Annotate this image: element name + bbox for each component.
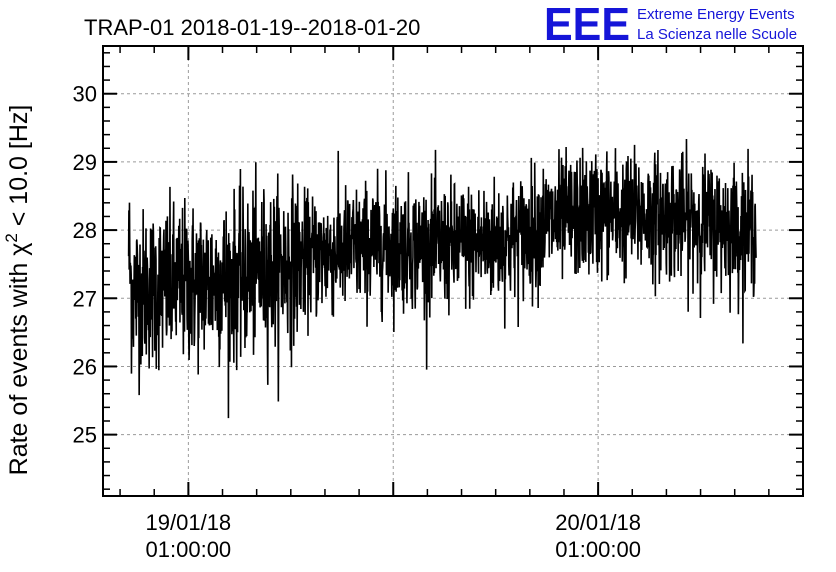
y-label-chi: χ (5, 243, 33, 256)
data-series (127, 139, 757, 419)
y-tick-label: 29 (73, 150, 97, 175)
y-label-sup: 2 (2, 233, 21, 242)
x-tick-label-date: 19/01/18 (146, 510, 232, 535)
logo-line1: Extreme Energy Events (637, 6, 795, 23)
y-axis: 25 26 27 28 29 30 (73, 52, 803, 490)
x-tick-label-date: 20/01/18 (555, 510, 641, 535)
y-axis-label: Rate of events with χ2 < 10.0 [Hz] (2, 105, 33, 476)
chart-title: TRAP-01 2018-01-19--2018-01-20 (84, 15, 420, 40)
y-label-main: Rate of events with (5, 256, 33, 476)
x-tick-label-time: 01:00:00 (146, 537, 232, 562)
series-line (127, 139, 757, 419)
y-tick-label: 26 (73, 354, 97, 379)
y-tick-label: 25 (73, 423, 97, 448)
logo-line2: La Scienza nelle Scuole (637, 26, 797, 43)
eee-logo: EEE Extreme Energy Events La Scienza nel… (544, 0, 797, 50)
y-label-tail: < 10.0 [Hz] (5, 105, 33, 234)
y-tick-label: 30 (73, 82, 97, 107)
x-tick-label-time: 01:00:00 (555, 537, 641, 562)
y-tick-label: 28 (73, 218, 97, 243)
y-tick-label: 27 (73, 286, 97, 311)
logo-letters: EEE (544, 0, 630, 50)
